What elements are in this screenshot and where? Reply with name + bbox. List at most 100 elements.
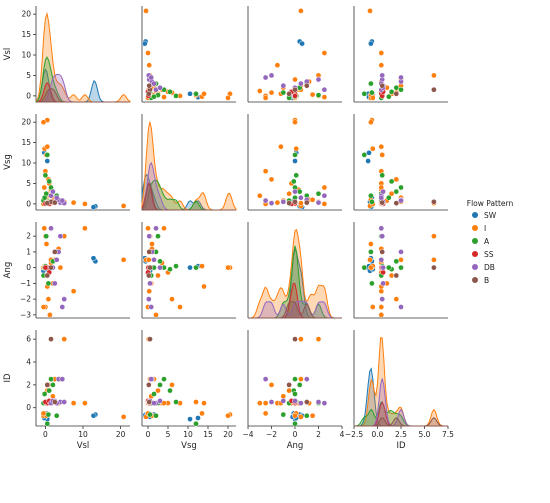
y-tick-label: −2 bbox=[20, 295, 31, 304]
point-I-25 bbox=[149, 241, 155, 247]
x-axis-label-Vsg: Vsg bbox=[181, 441, 197, 451]
panel-Vsg-vs-Vsl: 0 5 10 15 20 Vsg bbox=[3, 114, 130, 211]
point-I-8 bbox=[298, 8, 304, 14]
point-B-55 bbox=[393, 200, 400, 206]
point-SW-6 bbox=[366, 149, 372, 156]
point-I-29 bbox=[369, 95, 376, 101]
point-B-55 bbox=[393, 90, 400, 97]
point-DB-45 bbox=[146, 233, 153, 240]
kde-B-Vsg bbox=[141, 182, 236, 211]
point-DB-49 bbox=[61, 296, 68, 302]
x-tick-label: −2 bbox=[266, 430, 277, 439]
point-I-11 bbox=[379, 152, 386, 158]
point-B-54 bbox=[51, 199, 58, 206]
panel-Vsl-vs-Vsl: 0 5 10 15 20 Vsl bbox=[3, 6, 131, 103]
point-DB-51 bbox=[59, 304, 66, 310]
point-I-22 bbox=[169, 296, 175, 302]
point-A-41 bbox=[292, 391, 298, 397]
point-I-24 bbox=[47, 312, 53, 318]
y-tick-label: 6 bbox=[26, 335, 31, 344]
legend-label-SW: SW bbox=[484, 211, 497, 220]
point-SW-3 bbox=[365, 158, 371, 164]
point-B-53 bbox=[431, 264, 437, 271]
point-DB-48 bbox=[321, 400, 328, 406]
panel-Ang-vs-Vsl: −3 −2 −1 0 1 2 Ang bbox=[3, 222, 130, 319]
y-tick-label: 0 bbox=[26, 403, 31, 412]
point-I-23 bbox=[321, 184, 328, 191]
point-DB-45 bbox=[379, 233, 386, 240]
point-DB-46 bbox=[280, 82, 287, 89]
point-A-40 bbox=[45, 411, 52, 418]
point-B-54 bbox=[146, 249, 153, 255]
point-I-22 bbox=[393, 296, 400, 302]
point-DB-50 bbox=[292, 188, 298, 195]
legend-label-I: I bbox=[484, 224, 486, 233]
point-A-34 bbox=[290, 178, 297, 185]
point-I-25 bbox=[309, 196, 316, 203]
point-B-55 bbox=[286, 90, 292, 97]
point-I-23 bbox=[161, 94, 167, 100]
point-SS-43 bbox=[292, 93, 298, 99]
point-I-14 bbox=[155, 387, 161, 394]
point-A-35 bbox=[393, 258, 400, 265]
point-A-35 bbox=[393, 188, 400, 195]
point-A-36 bbox=[303, 412, 310, 419]
point-A-33 bbox=[173, 263, 179, 269]
point-I-8 bbox=[298, 414, 304, 420]
point-I-8 bbox=[120, 256, 127, 263]
point-I-20 bbox=[368, 264, 374, 271]
point-A-39 bbox=[398, 264, 404, 271]
point-DB-52 bbox=[53, 194, 60, 201]
point-I-20 bbox=[292, 119, 298, 126]
panel-Ang-vs-Vsg bbox=[141, 222, 236, 319]
point-DB-50 bbox=[380, 264, 386, 271]
point-A-39 bbox=[398, 184, 404, 191]
x-tick-label: 15 bbox=[203, 430, 213, 439]
point-B-55 bbox=[145, 90, 152, 97]
point-I-20 bbox=[225, 264, 231, 271]
point-I-14 bbox=[286, 190, 292, 197]
point-B-53 bbox=[292, 86, 298, 93]
y-tick-label: 1 bbox=[26, 247, 31, 256]
panel-ID-vs-ID: −2.5 0.0 2.5 5.0 7.5 ID bbox=[345, 330, 454, 451]
point-SW-3 bbox=[187, 264, 193, 271]
y-tick-label: 0 bbox=[26, 91, 31, 100]
point-DB-51 bbox=[148, 376, 155, 382]
point-I-18 bbox=[70, 400, 77, 406]
point-I-23 bbox=[41, 225, 48, 232]
x-tick-label: 5 bbox=[166, 430, 171, 439]
point-SW-2 bbox=[299, 40, 305, 47]
point-A-39 bbox=[398, 86, 404, 93]
point-I-14 bbox=[388, 272, 395, 279]
point-I-19 bbox=[145, 50, 151, 56]
point-SW-2 bbox=[90, 204, 97, 210]
point-A-38 bbox=[315, 92, 322, 98]
point-DB-49 bbox=[61, 399, 68, 405]
point-A-32 bbox=[193, 420, 199, 427]
y-tick-label: 15 bbox=[21, 30, 31, 39]
point-A-40 bbox=[147, 411, 153, 418]
point-A-39 bbox=[48, 376, 54, 382]
point-A-32 bbox=[193, 264, 199, 271]
point-I-21 bbox=[177, 304, 183, 310]
point-DB-50 bbox=[157, 398, 163, 404]
point-SS-44 bbox=[380, 269, 386, 276]
kde-B-Vsl bbox=[36, 88, 130, 103]
point-I-27 bbox=[292, 76, 298, 83]
point-I-18 bbox=[274, 199, 281, 206]
point-I-30 bbox=[201, 90, 207, 97]
point-A-34 bbox=[167, 387, 173, 394]
point-DB-48 bbox=[48, 225, 54, 232]
point-A-34 bbox=[46, 387, 53, 394]
y-tick-label: 2 bbox=[26, 380, 31, 389]
point-I-24 bbox=[256, 192, 263, 199]
point-I-24 bbox=[153, 312, 159, 318]
point-I-22 bbox=[393, 176, 400, 183]
point-DB-45 bbox=[315, 76, 322, 83]
point-DB-49 bbox=[268, 72, 275, 79]
kde-B-Ang bbox=[248, 301, 342, 319]
panel-Ang-vs-Ang bbox=[247, 222, 342, 319]
point-DB-52 bbox=[151, 256, 157, 263]
point-I-30 bbox=[278, 143, 284, 150]
